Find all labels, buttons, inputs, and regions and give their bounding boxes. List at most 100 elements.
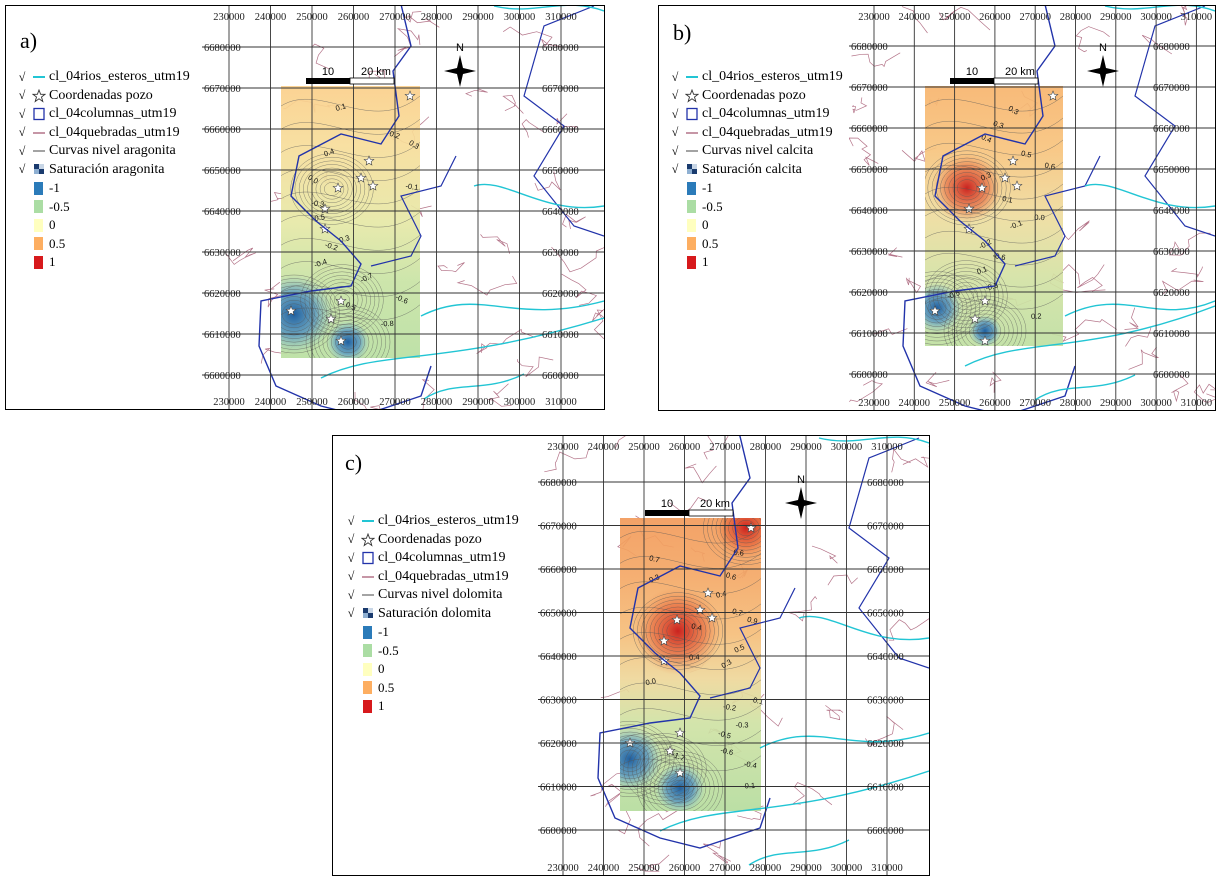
contour-line	[925, 249, 1063, 266]
contour-line	[703, 518, 761, 565]
well-star-icon	[745, 522, 757, 533]
x-tick-label: 240000	[255, 12, 287, 23]
checkbox-icon[interactable]: √	[347, 550, 355, 565]
contour-line	[620, 730, 761, 746]
y-tick-label: 6660000	[1153, 124, 1190, 135]
contour-label: -0.4	[743, 759, 757, 770]
contour-line	[637, 595, 719, 667]
x-tick-label: 250000	[939, 12, 971, 23]
scale-label: 20 km	[700, 498, 730, 510]
checkbox-icon[interactable]: √	[671, 162, 679, 177]
legend-item: √ cl_04columnas_utm19	[669, 105, 843, 124]
x-tick-label: 230000	[213, 397, 245, 408]
stream-line	[989, 371, 1002, 393]
legend-item: √ cl_04rios_esteros_utm19	[669, 68, 843, 87]
star-icon	[685, 88, 699, 103]
checkbox-icon[interactable]: √	[18, 162, 26, 177]
checkbox-icon[interactable]: √	[671, 88, 679, 103]
contour-line	[657, 762, 673, 776]
checkbox-icon[interactable]: √	[347, 587, 355, 602]
checkbox-icon[interactable]: √	[18, 69, 26, 84]
stream-line	[905, 277, 921, 294]
checkbox-icon[interactable]: √	[347, 513, 355, 528]
checkbox-icon[interactable]: √	[671, 69, 679, 84]
x-tick-label: 280000	[421, 397, 453, 408]
class-item: 0	[16, 216, 190, 235]
contour-label: 0.6	[1044, 161, 1056, 172]
checkbox-icon[interactable]: √	[347, 606, 355, 621]
x-tick-label: 290000	[1100, 12, 1132, 23]
y-tick-label: 6600000	[867, 826, 904, 837]
well-star-icon	[969, 313, 981, 324]
contour-line	[281, 285, 328, 343]
class-item: 0.5	[345, 679, 519, 698]
legend-label: Coordenadas pozo	[49, 87, 153, 103]
contour-line	[925, 296, 951, 320]
contour-label: 0.4	[715, 589, 727, 600]
stream-line	[787, 596, 818, 622]
contour-line	[941, 274, 991, 318]
class-item: 0	[345, 660, 519, 679]
checkbox-icon[interactable]: √	[671, 125, 679, 140]
checkbox-icon[interactable]: √	[18, 125, 26, 140]
stream-line	[901, 6, 928, 34]
checkbox-icon[interactable]: √	[671, 143, 679, 158]
stream-line	[865, 715, 904, 746]
x-tick-label: 250000	[628, 863, 660, 874]
north-label: N	[797, 474, 805, 486]
stream-line	[1125, 327, 1152, 347]
x-tick-label: 310000	[1181, 12, 1213, 23]
x-tick-label: 240000	[899, 12, 931, 23]
stream-line	[1193, 383, 1215, 403]
stream-line	[851, 52, 901, 68]
contour-label: 0.1	[1002, 194, 1014, 205]
panel-letter: c)	[345, 450, 363, 475]
north-arrow-icon	[1087, 55, 1119, 87]
contour-line	[281, 211, 420, 228]
well-star-icon	[285, 305, 297, 316]
checkbox-icon[interactable]: √	[671, 106, 679, 121]
well-star-icon	[1011, 180, 1023, 191]
contour-line	[321, 282, 363, 318]
star-icon	[361, 532, 375, 547]
legend-label: Saturación calcita	[702, 161, 802, 177]
contour-label: 0.0	[1034, 213, 1045, 222]
north-label: N	[456, 42, 464, 54]
legend-label: cl_04quebradas_utm19	[378, 568, 509, 584]
x-tick-label: 230000	[547, 863, 579, 874]
y-tick-label: 6620000	[540, 739, 577, 750]
class-item: -1	[669, 179, 843, 198]
stream-line	[605, 783, 625, 807]
checkbox-icon[interactable]: √	[18, 106, 26, 121]
well-star-icon	[929, 305, 941, 316]
contour-label: 0.3	[1007, 104, 1021, 117]
contour-line	[645, 603, 711, 659]
x-tick-label: 270000	[1019, 12, 1050, 23]
checkbox-icon[interactable]: √	[347, 532, 355, 547]
checkbox-icon[interactable]: √	[347, 569, 355, 584]
checkbox-icon[interactable]: √	[18, 88, 26, 103]
stream-line	[264, 281, 283, 308]
contour-line	[927, 154, 1007, 222]
class-label: 0	[378, 661, 385, 677]
y-tick-label: 6630000	[867, 696, 904, 707]
grid-layer	[202, 6, 604, 409]
scale-label: 10	[661, 498, 673, 510]
contour-line	[956, 306, 1014, 346]
checkbox-icon[interactable]: √	[18, 143, 26, 158]
x-tick-label: 230000	[858, 12, 890, 23]
scale-bar	[645, 510, 689, 516]
well-star-icon	[706, 612, 718, 623]
stream-line	[1170, 266, 1203, 278]
class-item: 1	[16, 253, 190, 272]
contour-label: -0.1	[1008, 218, 1023, 231]
class-swatch	[34, 255, 43, 269]
x-tick-label: 280000	[750, 863, 782, 874]
contour-line	[313, 275, 371, 325]
contour-line	[620, 654, 761, 670]
legend-item: √ Saturación calcita	[669, 161, 843, 180]
y-tick-label: 6600000	[542, 371, 579, 382]
well-star-icon	[624, 737, 636, 748]
contour-line	[308, 271, 376, 329]
stream-line	[502, 94, 524, 114]
